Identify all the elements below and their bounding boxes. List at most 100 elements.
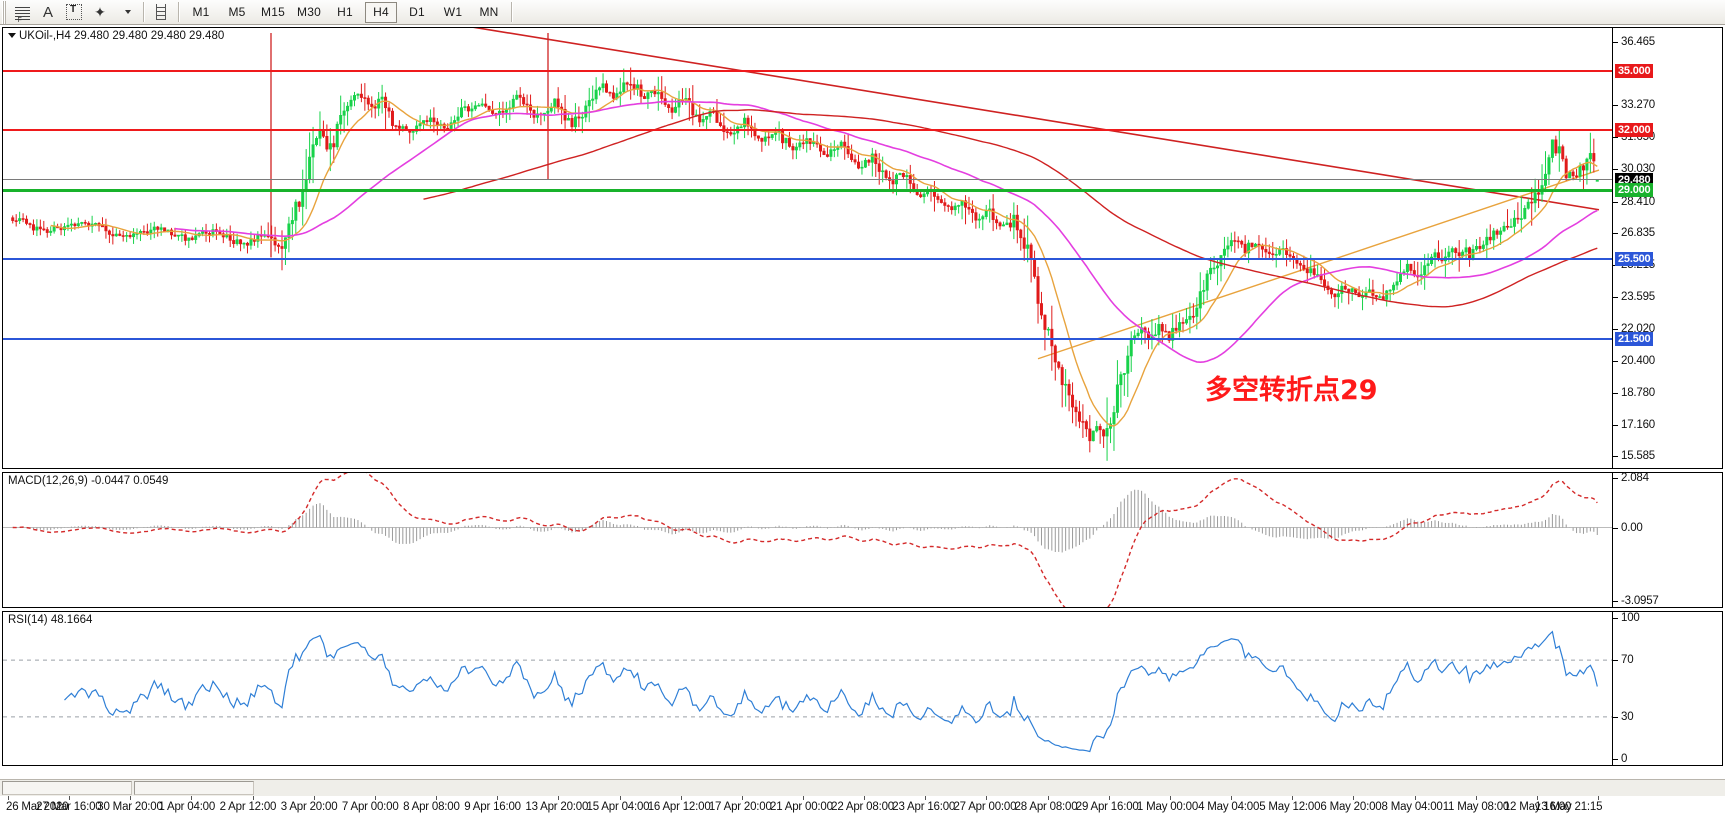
price-axis-tick — [1613, 137, 1618, 139]
status-cell-2 — [134, 781, 254, 795]
time-axis-tick — [619, 796, 621, 800]
price-axis[interactable]: 36.46533.27031.65030.03028.41026.83525.2… — [1612, 28, 1722, 468]
rsi-axis-tick — [1613, 660, 1618, 662]
macd-pane[interactable]: MACD(12,26,9) -0.0447 0.0549 2.084 0.00 -3… — [2, 472, 1723, 608]
rsi-axis[interactable]: 100 70 30 0 — [1612, 612, 1722, 765]
price-pane[interactable]: UKOil-,H4 29.480 29.480 29.480 29.480 36… — [2, 27, 1723, 469]
price-series-svg — [11, 28, 1600, 461]
timeframe-m15[interactable]: M15 — [261, 5, 285, 19]
text-label-icon[interactable]: A — [42, 3, 53, 21]
macd-series-svg — [3, 473, 1612, 607]
macd-plot[interactable] — [3, 473, 1612, 607]
rsi-axis-label: 30 — [1621, 710, 1634, 723]
time-axis-tick — [1353, 796, 1355, 800]
price-axis-label: 20.400 — [1621, 354, 1655, 367]
price-axis-label: 23.595 — [1621, 291, 1655, 304]
toolbar-separator-2 — [178, 2, 179, 22]
price-axis-label: 17.160 — [1621, 419, 1655, 432]
time-axis-tick — [986, 796, 988, 800]
timeframe-w1[interactable]: W1 — [443, 5, 463, 19]
chart-canvas[interactable]: UKOil-,H4 29.480 29.480 29.480 29.480 36… — [0, 25, 1725, 819]
price-axis-tick — [1613, 105, 1618, 107]
time-axis-tick — [191, 796, 193, 800]
price-level-chip-25.500[interactable]: 25.500 — [1615, 252, 1654, 267]
price-level-chip-35.000[interactable]: 35.000 — [1615, 63, 1654, 78]
timeframe-h4[interactable]: H4 — [365, 1, 397, 23]
time-axis-tick — [803, 796, 804, 800]
time-axis-tick — [69, 796, 71, 800]
time-axis-tick — [1414, 796, 1416, 800]
price-level-line-21.500[interactable] — [3, 337, 1612, 340]
price-level-line-29.480[interactable] — [3, 179, 1612, 181]
fibonacci-icon[interactable] — [10, 1, 34, 24]
time-axis[interactable]: 26 Mar 2020 27 Mar 16:00 30 Mar 20:00 1 Apr… — [2, 795, 1723, 819]
macd-axis-tick — [1613, 527, 1618, 529]
rsi-pane[interactable]: RSI(14) 48.1664 100 70 30 0 — [2, 611, 1723, 766]
time-axis-tick — [1598, 796, 1599, 800]
timeframe-mn[interactable]: MN — [479, 5, 499, 19]
time-axis-tick — [1108, 796, 1110, 800]
price-level-chip-32.000[interactable]: 32.000 — [1615, 123, 1654, 138]
timeframe-m5[interactable]: M5 — [228, 5, 246, 19]
macd-axis-tick — [1613, 478, 1618, 480]
rsi-pane-title: RSI(14) 48.1664 — [8, 614, 93, 626]
mt4-chart-window: A ✦ M1 M5 M15 M30 H1 H4 D1 W1 MN UKOil-,… — [0, 0, 1725, 795]
time-axis-label: 30 Mar 20:00 — [97, 801, 163, 813]
price-axis-tick — [1613, 201, 1618, 203]
timeframe-m1[interactable]: M1 — [192, 5, 210, 19]
price-level-line-25.500[interactable] — [3, 258, 1612, 261]
rsi-axis-tick — [1613, 716, 1618, 718]
price-axis-tick — [1613, 392, 1618, 394]
time-axis-label: 13 May 21:15 — [1535, 801, 1603, 813]
time-axis-tick — [436, 796, 438, 800]
macd-axis[interactable]: 2.084 0.00 -3.0957 — [1612, 472, 1722, 607]
time-axis-label: 3 Apr 20:00 — [280, 801, 338, 813]
macd-axis-label: 2.084 — [1621, 472, 1649, 485]
chart-text-annotation[interactable]: 多空转折点29 — [1205, 375, 1378, 406]
time-axis-tick — [680, 796, 682, 800]
indicators-icon[interactable]: ✦ — [94, 4, 106, 20]
price-axis-tick — [1613, 328, 1618, 330]
price-level-chip-21.500[interactable]: 21.500 — [1615, 331, 1654, 346]
time-axis-tick — [741, 796, 743, 800]
price-axis-tick — [1613, 169, 1618, 171]
timeframe-h1[interactable]: H1 — [337, 5, 353, 19]
collapse-triangle-icon[interactable] — [8, 33, 16, 39]
price-pane-title: UKOil-,H4 29.480 29.480 29.480 29.480 — [8, 30, 224, 42]
price-level-chip-29.000[interactable]: 29.000 — [1615, 182, 1654, 197]
time-axis-label: 5 May 12:00 — [1259, 801, 1321, 813]
timeframe-m30[interactable]: M30 — [297, 5, 321, 19]
toolbar-drag-handle[interactable] — [2, 0, 9, 24]
time-axis-tick — [1292, 796, 1294, 800]
toolbar-separator — [143, 2, 144, 22]
toolbar-separator-3 — [511, 2, 512, 22]
price-plot[interactable] — [3, 28, 1612, 468]
price-axis-label: 18.780 — [1621, 386, 1655, 399]
crosshair-ruler-icon[interactable] — [149, 1, 173, 23]
time-axis-label: 8 May 04:00 — [1381, 801, 1443, 813]
rsi-plot[interactable] — [3, 612, 1612, 765]
price-level-line-35.000[interactable] — [3, 69, 1612, 72]
dropdown-caret-icon[interactable] — [114, 1, 138, 23]
time-axis-label: 23 Apr 16:00 — [892, 801, 956, 813]
macd-pane-title: MACD(12,26,9) -0.0447 0.0549 — [8, 475, 169, 487]
timeframe-d1[interactable]: D1 — [409, 5, 425, 19]
time-axis-tick — [313, 796, 315, 800]
time-axis-label: 27 Apr 00:00 — [953, 801, 1017, 813]
time-axis-label: 1 Apr 04:00 — [158, 801, 216, 813]
text-box-icon[interactable] — [62, 1, 86, 23]
price-axis-label: 22.020 — [1621, 322, 1655, 335]
price-axis-tick — [1613, 456, 1618, 458]
time-axis-label: 28 Apr 08:00 — [1014, 801, 1078, 813]
price-axis-tick — [1613, 425, 1618, 427]
price-level-line-32.000[interactable] — [3, 129, 1612, 132]
price-axis-tick — [1613, 232, 1618, 234]
time-axis-tick — [497, 796, 499, 800]
time-axis-label: 21 Apr 00:00 — [770, 801, 833, 813]
time-axis-tick — [1047, 796, 1049, 800]
price-level-line-29.000[interactable] — [3, 188, 1612, 192]
macd-axis-label: 0.00 — [1621, 521, 1643, 534]
time-axis-label: 9 Apr 16:00 — [464, 801, 521, 813]
time-axis-tick — [374, 796, 376, 800]
time-axis-tick — [1536, 796, 1538, 800]
